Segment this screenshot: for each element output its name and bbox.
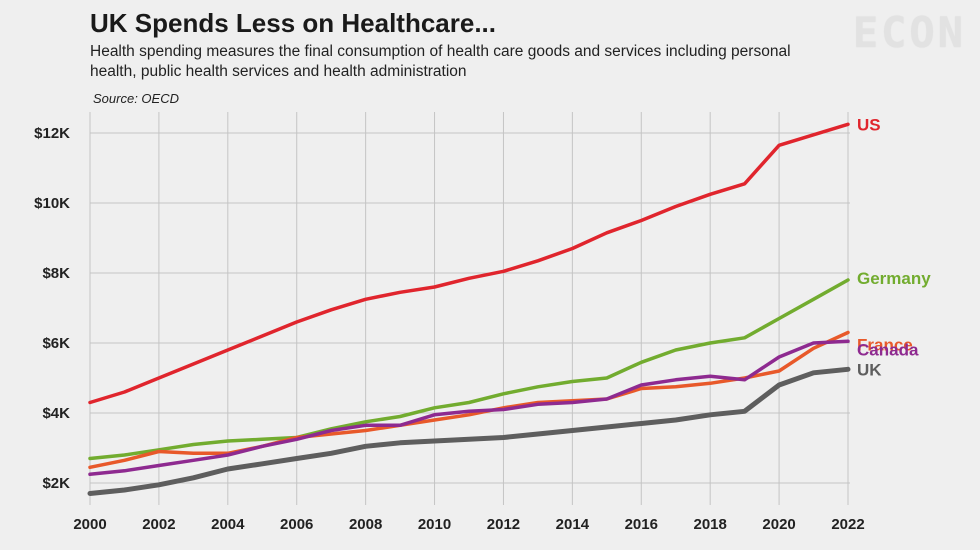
x-tick-label: 2022 [831, 516, 864, 533]
series-line-us [88, 122, 850, 405]
x-tick-label: 2004 [211, 516, 245, 533]
x-tick-label: 2000 [73, 516, 106, 533]
x-tick-label: 2012 [487, 516, 520, 533]
x-tick-label: 2006 [280, 516, 313, 533]
x-tick-label: 2008 [349, 516, 382, 533]
series-line-france [88, 330, 850, 470]
series-lines [87, 122, 851, 496]
x-tick-label: 2020 [762, 516, 795, 533]
y-axis: $2K $4K $6K $8K $10K $12K [34, 125, 70, 492]
x-tick-label: 2014 [556, 516, 590, 533]
series-label-canada: Canada [857, 340, 919, 359]
chart-subtitle: Health spending measures the final consu… [90, 43, 791, 80]
y-tick-label: $10K [34, 195, 70, 212]
series-label-france: France [857, 336, 913, 355]
x-tick-label: 2016 [625, 516, 658, 533]
y-tick-label: $12K [34, 125, 70, 142]
x-tick-label: 2002 [142, 516, 175, 533]
series-label-us: US [857, 115, 881, 134]
x-axis: 2000 2002 2004 2006 2008 2010 2012 2014 2016 2018… [73, 516, 864, 533]
y-tick-label: $6K [42, 335, 70, 352]
series-label-germany: Germany [857, 269, 931, 288]
y-tick-label: $4K [42, 405, 70, 422]
econ-logo: ECON [852, 8, 966, 57]
series-line-germany [88, 278, 850, 461]
series-line-uk [87, 366, 851, 496]
series-line-canada [88, 339, 850, 477]
x-tick-label: 2010 [418, 516, 451, 533]
x-tick-label: 2018 [693, 516, 726, 533]
series-label-uk: UK [857, 360, 882, 379]
grid-lines [89, 112, 850, 505]
chart-title: UK Spends Less on Healthcare... [90, 8, 497, 38]
y-tick-label: $2K [42, 475, 70, 492]
y-tick-label: $8K [42, 265, 70, 282]
chart-source: Source: OECD [93, 91, 179, 106]
